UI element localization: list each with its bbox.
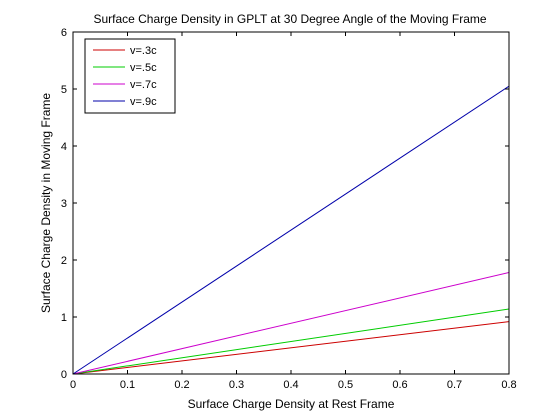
series-line-4 xyxy=(72,85,510,375)
x-tick-label: 0.1 xyxy=(120,379,135,391)
legend-label: v=.5c xyxy=(130,62,157,74)
x-axis-label: Surface Charge Density at Rest Frame xyxy=(188,397,395,411)
y-tick-label: 0 xyxy=(61,369,67,381)
legend: v=.3c v=.5c v=.7c v=.9c xyxy=(84,38,176,114)
y-tick-label: 2 xyxy=(61,255,67,267)
x-tick-label: 0.8 xyxy=(501,379,516,391)
y-axis-label: Surface Charge Density in Moving Frame xyxy=(39,93,53,313)
legend-label: v=.7c xyxy=(130,79,157,91)
y-axis-ticks: 0 1 2 3 4 5 6 xyxy=(61,27,509,381)
x-tick-label: 0.7 xyxy=(447,379,462,391)
y-tick-label: 4 xyxy=(61,141,67,153)
x-tick-label: 0.2 xyxy=(174,379,189,391)
x-tick-label: 0.3 xyxy=(229,379,244,391)
x-tick-label: 0 xyxy=(70,379,76,391)
y-tick-label: 5 xyxy=(61,84,67,96)
chart-title: Surface Charge Density in GPLT at 30 Deg… xyxy=(93,12,486,26)
y-tick-label: 6 xyxy=(61,27,67,39)
x-tick-label: 0.5 xyxy=(338,379,353,391)
series-lines xyxy=(72,85,510,375)
legend-label: v=.9c xyxy=(130,96,157,108)
series-line-1 xyxy=(72,321,510,375)
y-tick-label: 1 xyxy=(61,312,67,324)
series-line-2 xyxy=(72,308,510,375)
y-tick-label: 3 xyxy=(61,198,67,210)
x-tick-label: 0.4 xyxy=(283,379,298,391)
x-tick-label: 0.6 xyxy=(392,379,407,391)
legend-label: v=.3c xyxy=(130,45,157,57)
x-axis-ticks: 0 0.1 0.2 0.3 0.4 0.5 0.6 0.7 0.8 xyxy=(70,32,517,391)
series-line-3 xyxy=(72,272,510,375)
